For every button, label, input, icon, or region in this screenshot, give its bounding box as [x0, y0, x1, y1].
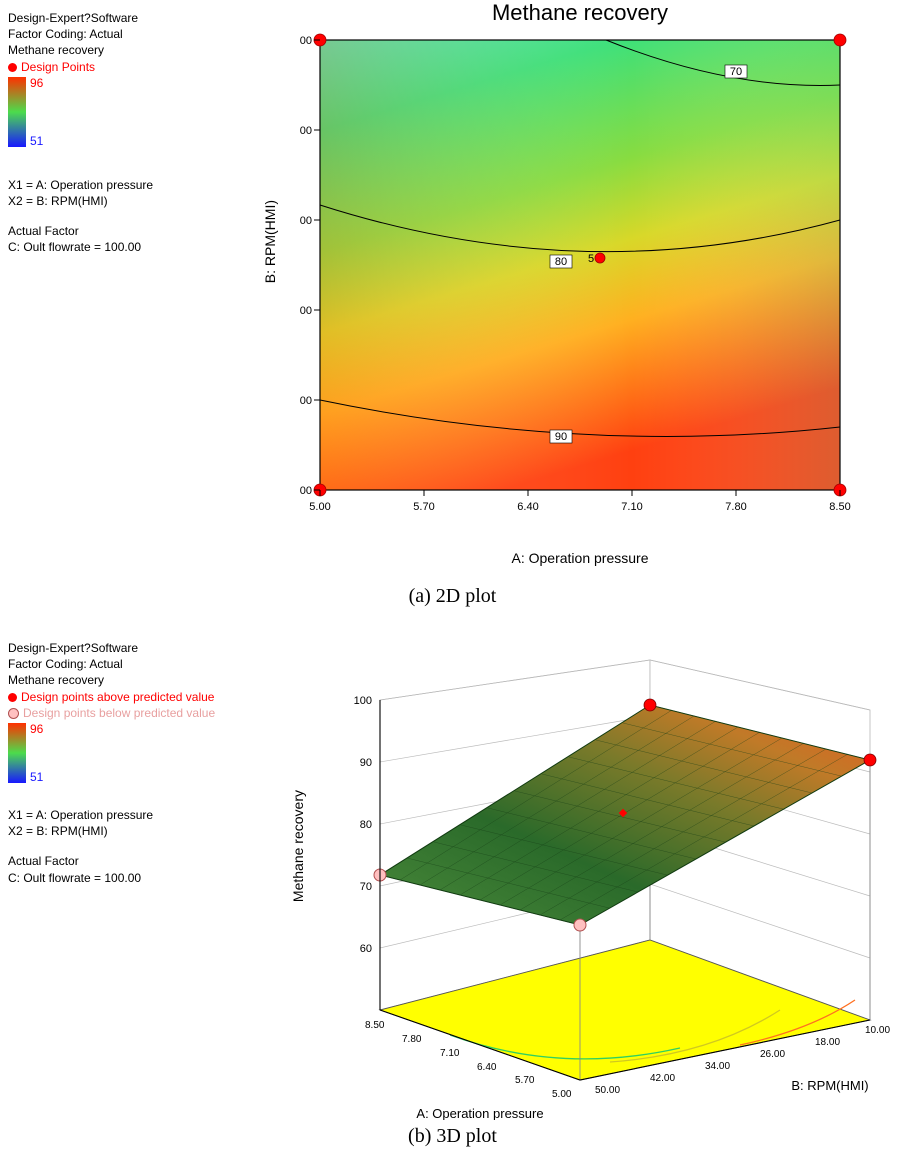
svg-text:26.00: 26.00	[300, 305, 312, 317]
caption-b: (b) 3D plot	[0, 1125, 905, 1148]
gradient-strip: 96 51	[8, 77, 26, 147]
svg-text:7.10: 7.10	[440, 1048, 460, 1059]
x-axis-label-2d: A: Operation pressure	[320, 550, 840, 566]
svg-text:100: 100	[354, 695, 372, 707]
legend-2d: Design-Expert?Software Factor Coding: Ac…	[8, 10, 153, 256]
svg-text:6.40: 6.40	[477, 1062, 497, 1073]
svg-text:7.80: 7.80	[725, 501, 746, 513]
svg-text:60: 60	[360, 943, 372, 955]
panel-3d: Design-Expert?Software Factor Coding: Ac…	[0, 630, 905, 1160]
legend-line: Actual Factor	[8, 853, 215, 869]
legend-line: Factor Coding: Actual	[8, 656, 215, 672]
y-ticks: 10.00 18.00 26.00 34.00 42.00 50.00	[300, 35, 320, 497]
legend-line: Factor Coding: Actual	[8, 26, 153, 42]
x-ticks: 5.00 5.70 6.40 7.10 7.80 8.50	[309, 490, 850, 513]
svg-text:5.70: 5.70	[413, 501, 434, 513]
svg-text:6.40: 6.40	[517, 501, 538, 513]
legend-below: Design points below predicted value	[8, 705, 215, 721]
legend-line: C: Oult flowrate = 100.00	[8, 239, 153, 255]
legend-design-points: Design Points	[8, 59, 153, 75]
legend-above: Design points above predicted value	[8, 689, 215, 705]
svg-text:18.00: 18.00	[300, 395, 312, 407]
dot-icon	[8, 63, 17, 72]
svg-text:50.00: 50.00	[595, 1085, 620, 1096]
svg-text:80: 80	[360, 819, 372, 831]
legend-line: C: Oult flowrate = 100.00	[8, 870, 215, 886]
legend-line: X2 = B: RPM(HMI)	[8, 193, 153, 209]
grad-hi: 96	[30, 75, 43, 91]
legend-line: Design-Expert?Software	[8, 10, 153, 26]
legend-line: X1 = A: Operation pressure	[8, 177, 153, 193]
svg-text:42.00: 42.00	[650, 1073, 675, 1084]
svg-text:18.00: 18.00	[815, 1037, 840, 1048]
legend-line: Methane recovery	[8, 42, 153, 58]
x-axis-label-3d: A: Operation pressure	[416, 1106, 543, 1120]
legend-line: Actual Factor	[8, 223, 153, 239]
svg-text:8.50: 8.50	[365, 1020, 385, 1031]
svg-text:8.50: 8.50	[829, 501, 850, 513]
y-axis-label-3d: B: RPM(HMI)	[791, 1078, 868, 1093]
svg-text:5.00: 5.00	[309, 501, 330, 513]
svg-text:70: 70	[730, 66, 742, 78]
dot-icon	[8, 693, 17, 702]
grad-hi: 96	[30, 721, 43, 737]
svg-text:10.00: 10.00	[865, 1025, 890, 1036]
legend-line: X2 = B: RPM(HMI)	[8, 823, 215, 839]
contour-plot: 70 80 90 5 5.00 5.70 6.40 7.10 7.80 8.50…	[300, 30, 860, 550]
y-axis-label-2d: B: RPM(HMI)	[262, 200, 278, 283]
legend-line: X1 = A: Operation pressure	[8, 807, 215, 823]
svg-text:50.00: 50.00	[300, 35, 312, 47]
legend-line: Design-Expert?Software	[8, 640, 215, 656]
chart-title-2d: Methane recovery	[320, 0, 840, 26]
svg-text:7.80: 7.80	[402, 1034, 422, 1045]
svg-text:80: 80	[555, 256, 567, 268]
svg-text:5.00: 5.00	[552, 1089, 572, 1100]
caption-a: (a) 2D plot	[0, 585, 905, 608]
svg-text:34.00: 34.00	[705, 1061, 730, 1072]
center-count: 5	[588, 253, 594, 265]
surface-plot: 60 70 80 90 100 8.50 7.80 7.10 6.40 5.70…	[310, 650, 890, 1120]
grad-lo: 51	[30, 769, 43, 785]
z-ticks: 60 70 80 90 100	[354, 695, 372, 955]
svg-text:70: 70	[360, 881, 372, 893]
svg-text:90: 90	[360, 757, 372, 769]
svg-text:90: 90	[555, 431, 567, 443]
circle-icon	[8, 708, 19, 719]
svg-text:26.00: 26.00	[760, 1049, 785, 1060]
panel-2d: Design-Expert?Software Factor Coding: Ac…	[0, 0, 905, 630]
legend-3d: Design-Expert?Software Factor Coding: Ac…	[8, 640, 215, 886]
legend-line: Methane recovery	[8, 672, 215, 688]
svg-text:42.00: 42.00	[300, 125, 312, 137]
z-axis-label-3d: Methane recovery	[290, 790, 306, 902]
svg-text:10.00: 10.00	[300, 485, 312, 497]
svg-text:7.10: 7.10	[621, 501, 642, 513]
svg-text:5.70: 5.70	[515, 1075, 535, 1086]
gradient-strip: 96 51	[8, 723, 26, 783]
grad-lo: 51	[30, 133, 43, 149]
svg-text:34.00: 34.00	[300, 215, 312, 227]
